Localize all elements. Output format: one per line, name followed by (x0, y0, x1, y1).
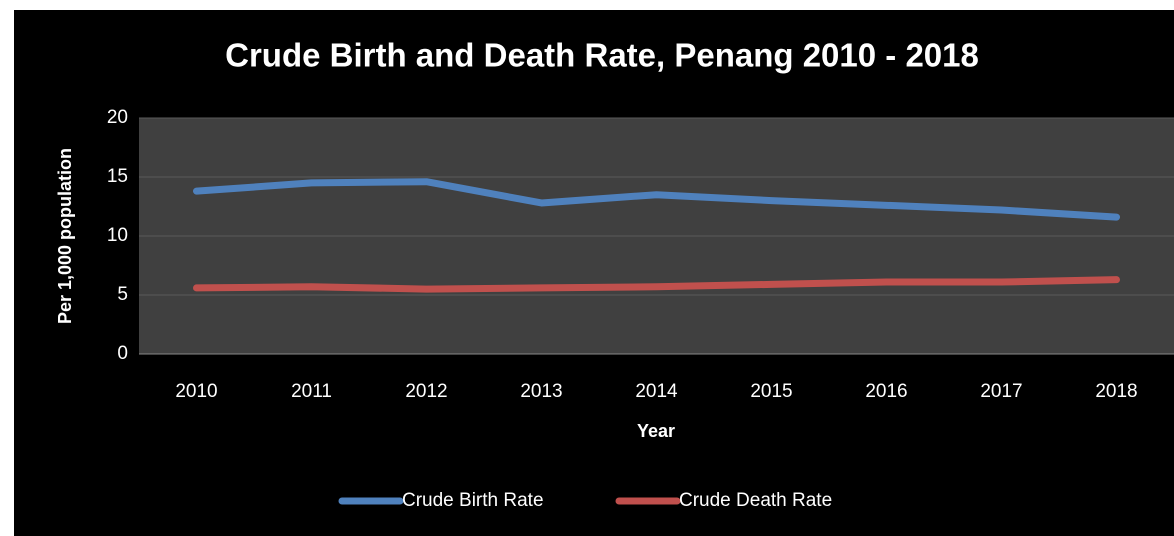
x-tick-label: 2015 (750, 381, 792, 402)
legend-label: Crude Birth Rate (402, 490, 544, 511)
y-tick-label: 5 (117, 284, 128, 305)
y-tick-label: 15 (107, 166, 128, 187)
x-tick-label: 2014 (635, 381, 678, 402)
y-axis-label: Per 1,000 population (55, 148, 75, 324)
chart-title: Crude Birth and Death Rate, Penang 2010 … (225, 37, 979, 74)
x-tick-label: 2010 (175, 381, 217, 402)
x-axis-label: Year (637, 421, 675, 441)
x-tick-label: 2017 (980, 381, 1022, 402)
x-tick-label: 2016 (865, 381, 907, 402)
y-tick-label: 20 (107, 107, 128, 128)
x-tick-label: 2018 (1095, 381, 1137, 402)
x-tick-label: 2012 (405, 381, 447, 402)
x-tick-label: 2013 (520, 381, 562, 402)
legend-label: Crude Death Rate (679, 490, 832, 511)
x-tick-label: 2011 (291, 381, 332, 402)
y-tick-label: 10 (107, 225, 128, 246)
y-tick-label: 0 (117, 343, 128, 364)
series-line (193, 178, 1120, 221)
series-line (193, 276, 1120, 293)
